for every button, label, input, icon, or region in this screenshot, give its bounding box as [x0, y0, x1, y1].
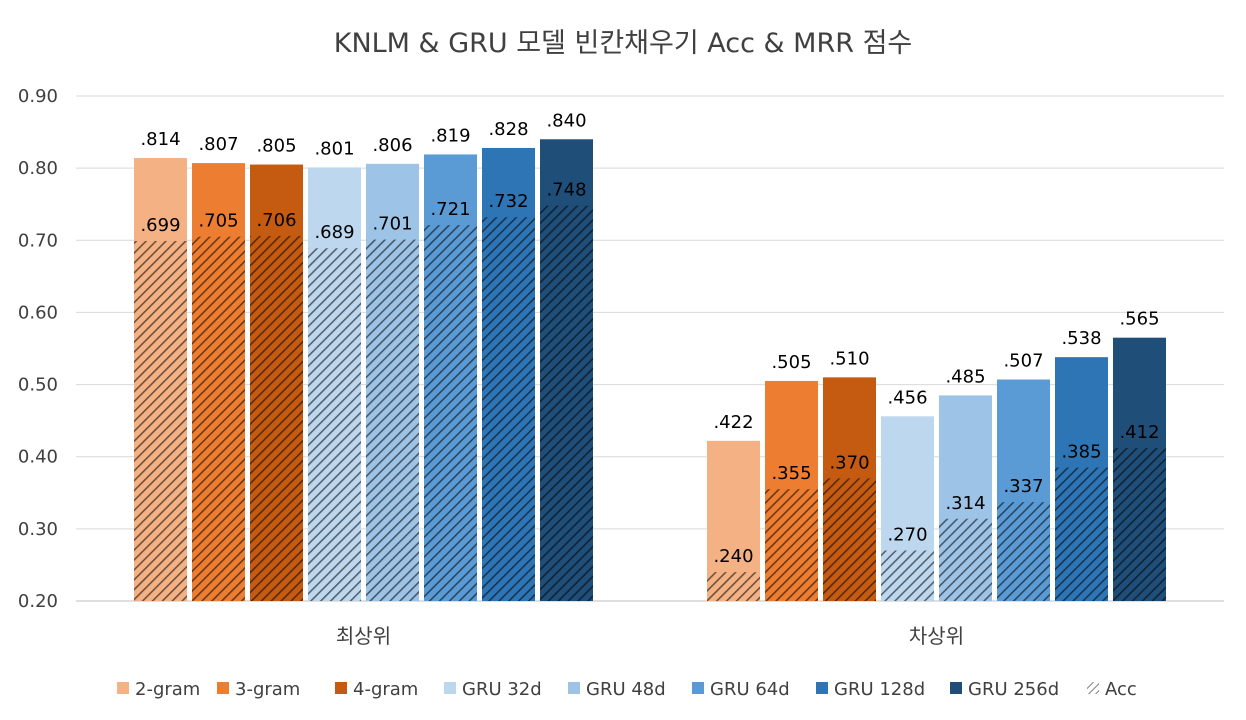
data-label-acc: .370	[829, 452, 869, 473]
data-label-mrr: .805	[256, 136, 296, 157]
legend-label: GRU 48d	[586, 679, 666, 700]
data-label-mrr: .510	[829, 348, 869, 369]
legend-label-acc: Acc	[1105, 679, 1137, 700]
data-label-acc: .701	[372, 214, 412, 235]
x-category-label: 최상위	[336, 624, 391, 648]
gridlines	[76, 95, 1224, 602]
data-label-acc: .705	[198, 211, 238, 232]
data-label-mrr: .538	[1061, 328, 1101, 349]
bar-acc-hatch	[308, 248, 361, 601]
data-label-mrr: .456	[887, 387, 927, 408]
bar-acc-hatch	[939, 518, 992, 601]
bar-acc-hatch	[540, 205, 593, 601]
data-label-mrr: .819	[430, 125, 470, 146]
data-label-acc: .240	[713, 546, 753, 567]
bar-acc-hatch	[881, 550, 934, 601]
data-label-mrr: .828	[488, 119, 528, 140]
data-label-mrr: .507	[1003, 351, 1043, 372]
legend-label: GRU 256d	[968, 679, 1059, 700]
bars: .814 .699 .807 .705 .805 .706 .801 .689 .806 .701…	[134, 110, 1166, 602]
data-label-mrr: .422	[713, 412, 753, 433]
y-tick-label: 0.90	[18, 86, 58, 107]
data-label-mrr: .505	[771, 352, 811, 373]
data-label-mrr: .814	[140, 129, 180, 150]
bar-acc-hatch	[1055, 467, 1108, 601]
legend-swatch	[568, 682, 580, 694]
legend: 2-gram 3-gram 4-gram GRU 32d GRU 48d GRU 64d G…	[117, 679, 1137, 700]
data-label-acc: .721	[430, 199, 470, 220]
legend-swatch	[444, 682, 456, 694]
legend-label: 4-gram	[353, 679, 418, 700]
bar-acc-hatch	[482, 217, 535, 601]
data-label-acc: .412	[1119, 422, 1159, 443]
bar-acc-hatch	[823, 478, 876, 601]
data-label-mrr: .801	[314, 138, 354, 159]
data-label-acc: .699	[140, 215, 180, 236]
data-label-acc: .689	[314, 222, 354, 243]
legend-swatch	[117, 682, 129, 694]
data-label-mrr: .565	[1119, 309, 1159, 330]
bar-acc-hatch	[707, 572, 760, 601]
data-label-acc: .748	[546, 180, 586, 201]
y-tick-label: 0.20	[18, 591, 58, 612]
bar-acc-hatch	[250, 235, 303, 601]
bar-acc-hatch	[424, 225, 477, 601]
bar-acc-hatch	[765, 489, 818, 601]
data-label-acc: .314	[945, 493, 985, 514]
data-label-mrr: .806	[372, 135, 412, 156]
y-tick-label: 0.60	[18, 302, 58, 323]
x-axis: 최상위 차상위	[336, 624, 964, 648]
bar-acc-hatch	[192, 236, 245, 601]
legend-swatch	[950, 682, 962, 694]
legend-label: GRU 32d	[462, 679, 542, 700]
bar-acc-hatch	[997, 502, 1050, 601]
data-label-mrr: .807	[198, 134, 238, 155]
data-label-acc: .337	[1003, 476, 1043, 497]
legend-swatch	[217, 682, 229, 694]
y-tick-label: 0.80	[18, 158, 58, 179]
chart-title: KNLM & GRU 모델 빈칸채우기 Acc & MRR 점수	[334, 28, 913, 59]
data-label-acc: .706	[256, 210, 296, 231]
legend-label: GRU 128d	[834, 679, 925, 700]
bar-acc-hatch	[134, 241, 187, 601]
y-tick-label: 0.70	[18, 230, 58, 251]
bar-acc-hatch	[366, 239, 419, 602]
legend-label: GRU 64d	[710, 679, 790, 700]
y-tick-label: 0.50	[18, 375, 58, 396]
data-label-mrr: .485	[945, 366, 985, 387]
y-tick-label: 0.40	[18, 447, 58, 468]
legend-swatch	[335, 682, 347, 694]
y-tick-label: 0.30	[18, 519, 58, 540]
legend-label: 3-gram	[235, 679, 300, 700]
legend-swatch	[816, 682, 828, 694]
legend-swatch-acc	[1087, 682, 1099, 694]
data-label-acc: .355	[771, 463, 811, 484]
data-label-acc: .270	[887, 525, 927, 546]
bar-acc-hatch	[1113, 448, 1166, 601]
data-label-acc: .732	[488, 191, 528, 212]
legend-label: 2-gram	[135, 679, 200, 700]
data-label-acc: .385	[1061, 442, 1101, 463]
x-category-label: 차상위	[909, 624, 964, 648]
data-label-mrr: .840	[546, 110, 586, 131]
legend-swatch	[692, 682, 704, 694]
y-axis: 0.20 0.30 0.40 0.50 0.60 0.70 0.80 0.90	[18, 86, 58, 612]
